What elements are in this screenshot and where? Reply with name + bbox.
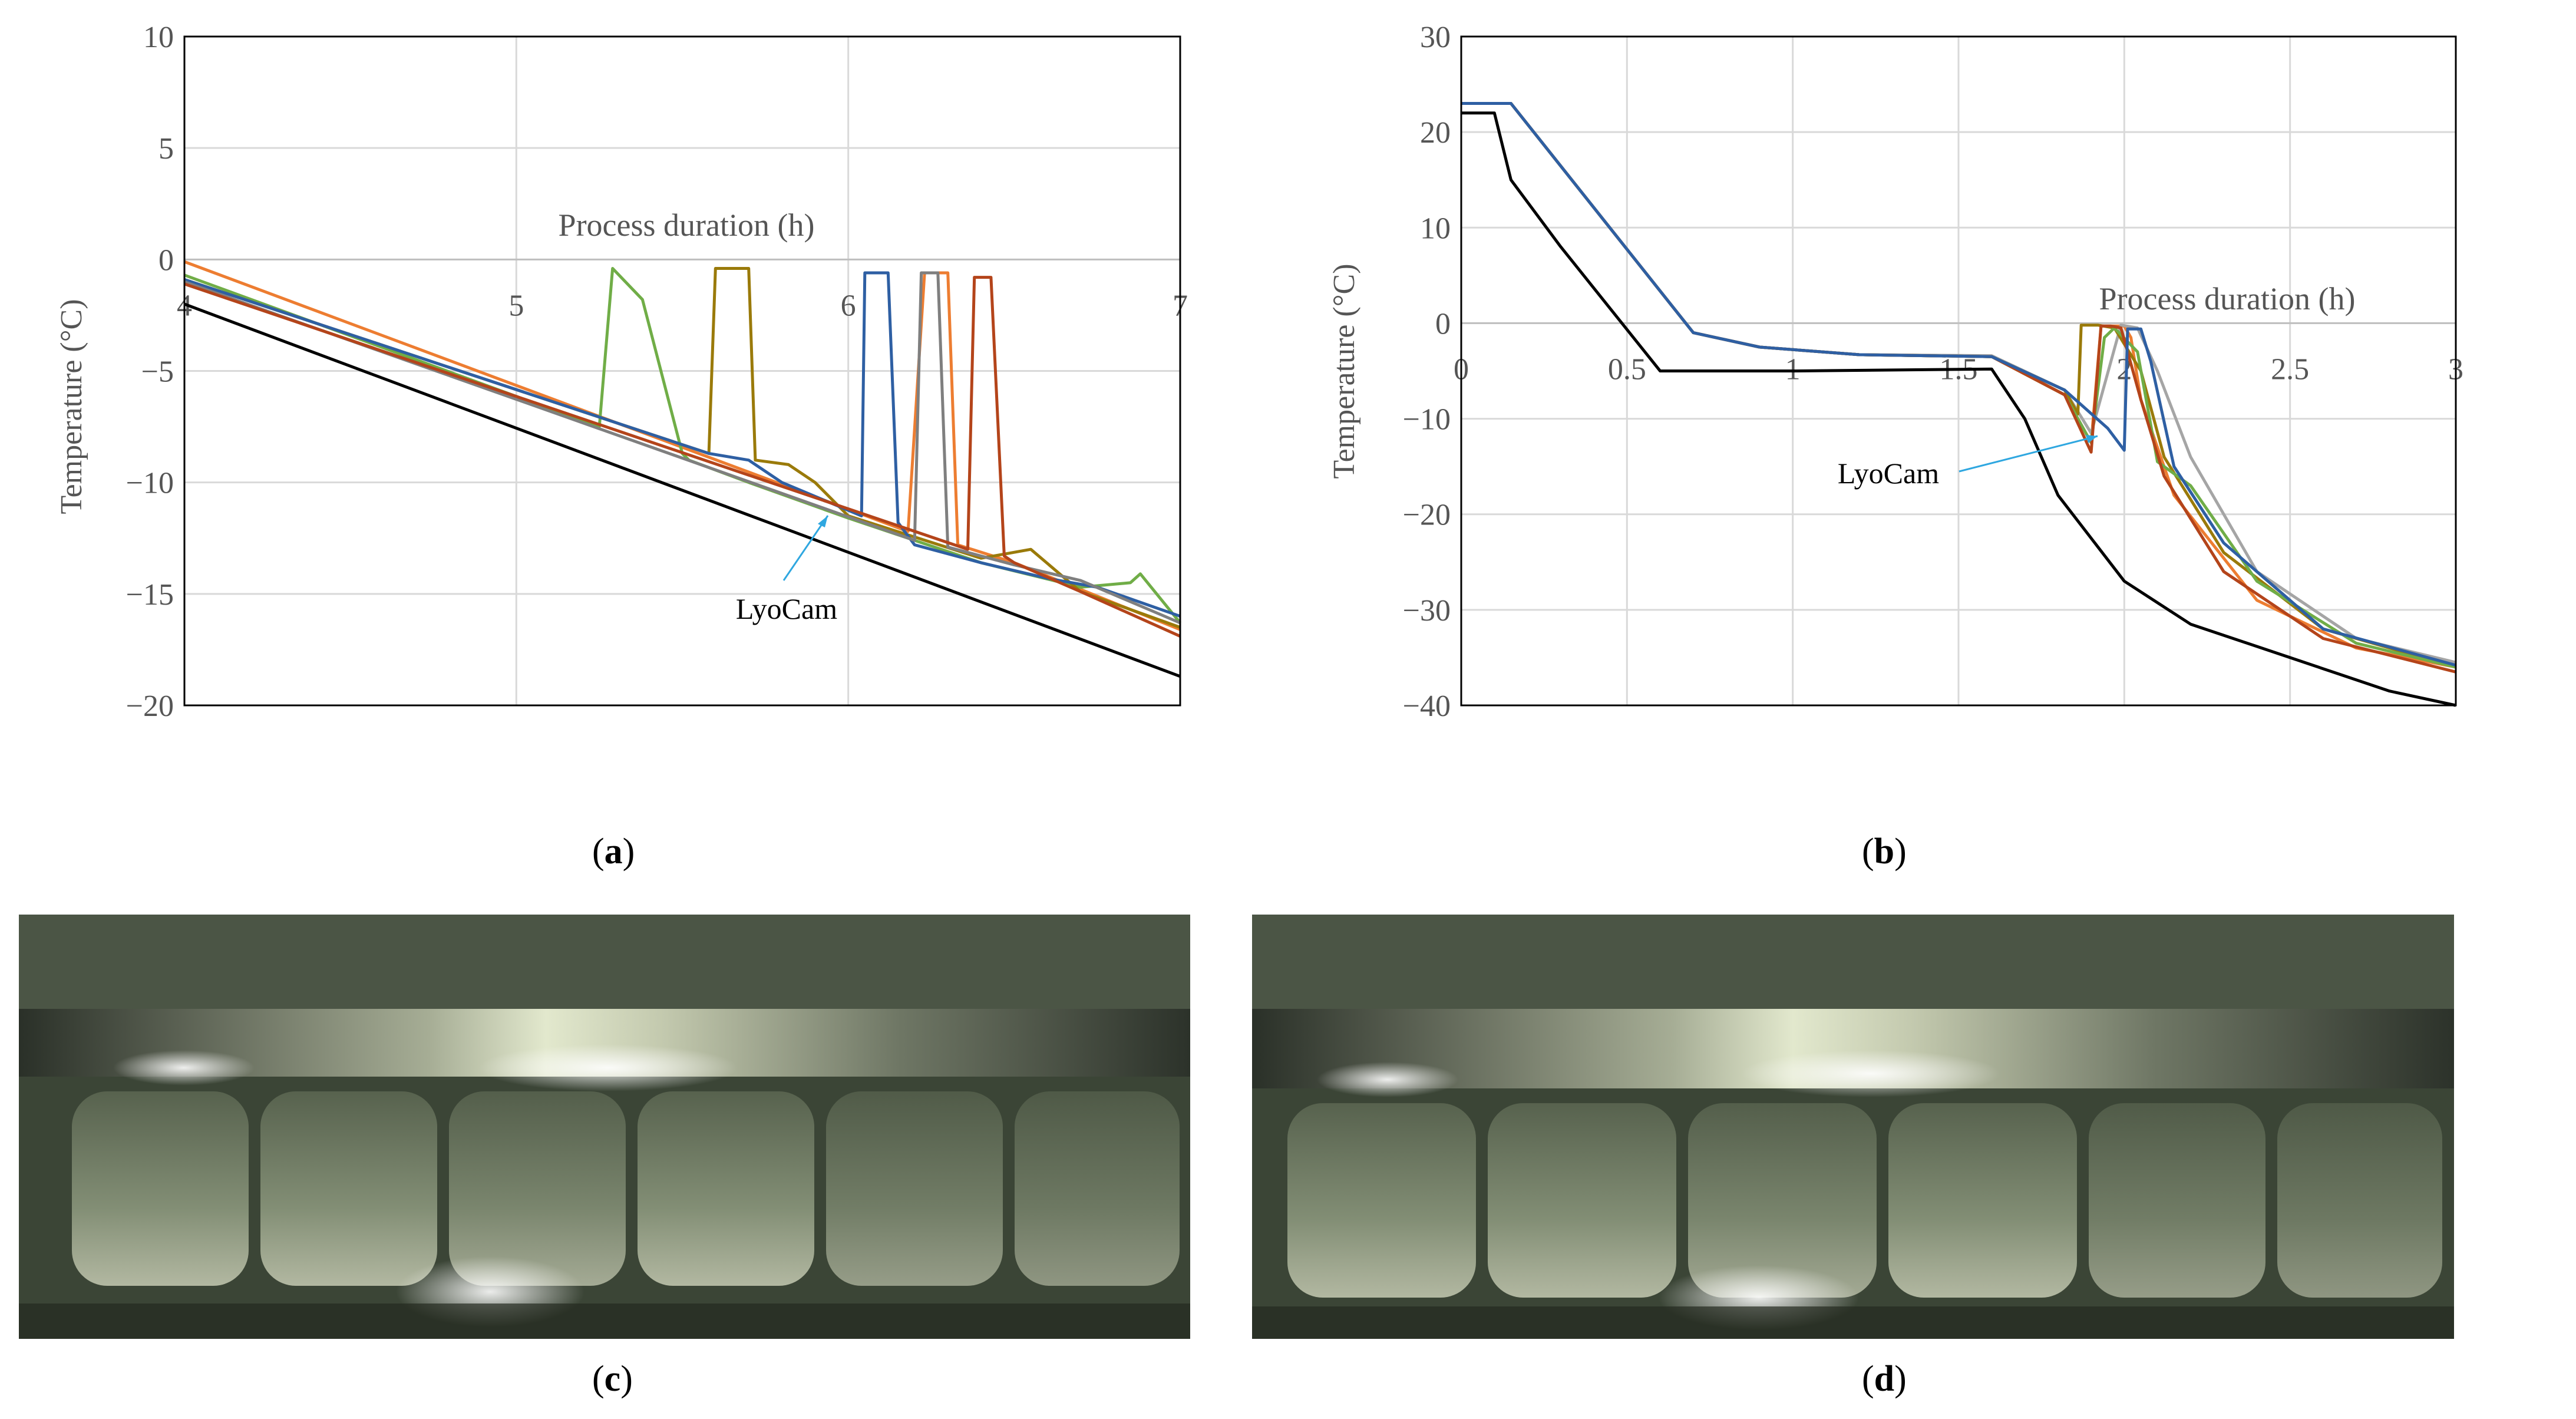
chart-a-plot-frame bbox=[183, 35, 1181, 707]
b-y-tick-label: −20 bbox=[1403, 499, 1451, 532]
chart-b-annotation-arrow bbox=[1959, 435, 2098, 473]
photo-d-vial bbox=[2277, 1103, 2442, 1298]
chart-b-x-tick-labels: 0 0.5 1 1.5 2 2.5 3 bbox=[1454, 352, 2463, 386]
chart-a-annotation-arrow bbox=[782, 515, 829, 581]
chart-a-x-axis-label: Process duration (h) bbox=[559, 207, 815, 243]
a-x-tick-label: 6 bbox=[841, 289, 856, 322]
photo-d-bottom-edge bbox=[1252, 1306, 2454, 1339]
photo-d-light-reflection bbox=[1317, 1062, 1458, 1097]
a-y-tick-label: −5 bbox=[141, 355, 174, 389]
b-y-tick-label: 20 bbox=[1420, 116, 1451, 150]
chart-a-annotation-arrowhead bbox=[818, 516, 828, 527]
a-series-orange bbox=[184, 260, 1181, 631]
a-x-tick-label: 5 bbox=[508, 289, 524, 322]
b-x-tick-label: 0.5 bbox=[1608, 352, 1646, 386]
b-y-tick-label: 0 bbox=[1435, 307, 1451, 341]
a-series-gray bbox=[184, 271, 1181, 625]
a-series-brown bbox=[184, 276, 1181, 638]
chart-b: 30 20 10 0 −10 −20 −30 −40 0 0.5 1 1.5 2 2.5 3 Proces… bbox=[1327, 21, 2463, 723]
photo-c-vials bbox=[72, 1091, 1180, 1286]
photo-d-vials-lyocam bbox=[1252, 915, 2454, 1339]
caption-b: (b) bbox=[1862, 831, 1907, 872]
chart-a-y-tick-labels: 10 5 0 −5 −10 −15 −20 bbox=[126, 21, 174, 723]
b-x-tick-label: 2.5 bbox=[2271, 352, 2309, 386]
caption-d: (d) bbox=[1862, 1359, 1907, 1399]
chart-a-y-axis-label: Temperature (°C) bbox=[55, 299, 88, 514]
photo-c-vials-lyocam bbox=[19, 915, 1190, 1339]
chart-b-y-tick-labels: 30 20 10 0 −10 −20 −30 −40 bbox=[1403, 21, 1451, 723]
photo-c-vial bbox=[638, 1091, 814, 1286]
chart-a-annotation: LyoCam bbox=[736, 515, 837, 625]
a-y-tick-label: 5 bbox=[158, 132, 174, 166]
photo-d-vial bbox=[1888, 1103, 2077, 1298]
chart-b-y-axis-label: Temperature (°C) bbox=[1327, 263, 1361, 478]
b-y-tick-label: 10 bbox=[1420, 212, 1451, 245]
chart-a-gridlines bbox=[183, 35, 1181, 707]
b-y-tick-label: −10 bbox=[1403, 403, 1451, 437]
photo-c-vial bbox=[826, 1091, 1003, 1286]
a-y-tick-label: −20 bbox=[126, 689, 174, 723]
photo-d-light-reflection bbox=[1741, 1050, 2000, 1097]
a-y-tick-label: 0 bbox=[158, 243, 174, 277]
photo-c-vial bbox=[260, 1091, 437, 1286]
photo-c-bottom-edge bbox=[19, 1304, 1190, 1339]
b-y-tick-label: −30 bbox=[1403, 594, 1451, 628]
chart-b-annotation-label: LyoCam bbox=[1838, 457, 1939, 490]
a-y-tick-label: 10 bbox=[143, 21, 174, 54]
photo-c-vial bbox=[449, 1091, 626, 1286]
b-y-tick-label: 30 bbox=[1420, 21, 1451, 54]
photo-d-vial bbox=[1488, 1103, 1676, 1298]
chart-b-x-axis-label: Process duration (h) bbox=[2099, 281, 2356, 316]
b-series-blue bbox=[1461, 102, 2456, 667]
a-series-black bbox=[184, 302, 1181, 678]
chart-b-plot-frame bbox=[1460, 35, 2457, 707]
a-y-tick-label: −10 bbox=[126, 467, 174, 500]
photo-c-top-vials-row bbox=[19, 915, 1190, 1009]
a-series-olive bbox=[184, 267, 1181, 629]
chart-b-series bbox=[1461, 102, 2456, 707]
chart-b-annotation: LyoCam bbox=[1838, 435, 2098, 490]
photo-c-vial bbox=[1015, 1091, 1180, 1286]
photo-d-vial bbox=[1287, 1103, 1476, 1298]
photo-c-light-reflection bbox=[478, 1044, 738, 1091]
a-series-blue bbox=[184, 271, 1181, 618]
b-series-black bbox=[1461, 111, 2456, 707]
photo-d-vial bbox=[1688, 1103, 1877, 1298]
a-y-tick-label: −15 bbox=[126, 578, 174, 612]
chart-a-series bbox=[184, 260, 1181, 678]
photo-d-vial bbox=[2089, 1103, 2265, 1298]
photo-c-vial bbox=[72, 1091, 249, 1286]
photo-d-top-vials-row bbox=[1252, 915, 2454, 1009]
photo-c-light-reflection bbox=[113, 1050, 255, 1085]
chart-b-annotation-arrowhead bbox=[2086, 435, 2098, 443]
chart-a-annotation-label: LyoCam bbox=[736, 592, 837, 625]
caption-a: (a) bbox=[592, 831, 635, 872]
b-y-tick-label: −40 bbox=[1403, 689, 1451, 723]
caption-c: (c) bbox=[592, 1359, 633, 1399]
photo-d-vials bbox=[1287, 1103, 2442, 1298]
